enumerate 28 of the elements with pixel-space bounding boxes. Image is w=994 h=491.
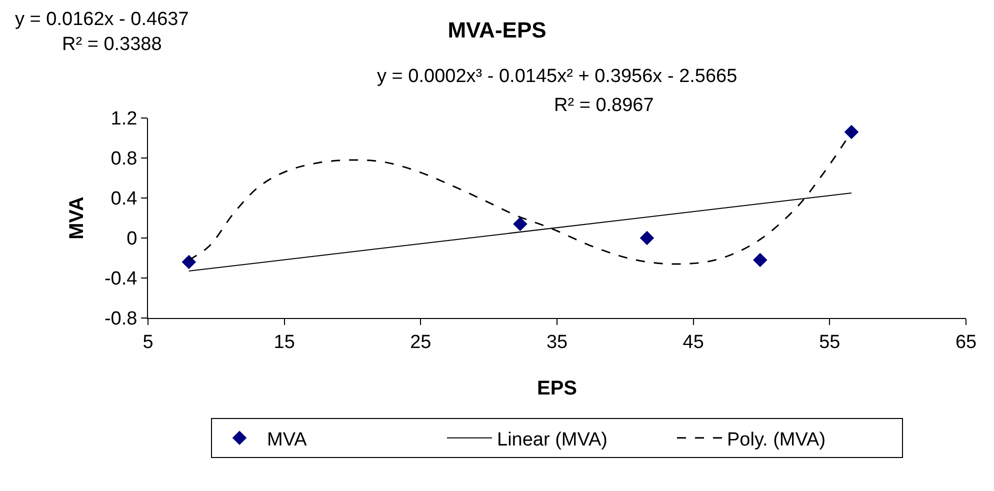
legend-label: Poly. (MVA) <box>727 429 826 450</box>
y-tick-label: 0.8 <box>110 148 138 170</box>
y-tick-label: -0.8 <box>104 308 138 330</box>
point <box>182 254 196 270</box>
y-axis-title: MVA <box>66 196 88 240</box>
y-tick-label: 1.2 <box>110 108 138 130</box>
text: y = 0.0162x - 0.4637 <box>15 9 189 30</box>
x-tick-label: 45 <box>682 332 704 353</box>
x-tick-label: 65 <box>955 332 977 353</box>
point <box>844 124 859 140</box>
point <box>513 216 528 232</box>
point <box>752 252 768 268</box>
point <box>640 230 654 246</box>
text: R² = 0.3388 <box>62 34 162 55</box>
y-tick-label: -0.4 <box>104 268 138 290</box>
x-axis-title: EPS <box>536 377 578 400</box>
x-tick-label: 55 <box>819 332 840 353</box>
text: R² = 0.8967 <box>554 95 654 116</box>
legend-label: MVA <box>267 429 308 450</box>
x-tick-label: 35 <box>546 332 568 353</box>
x-tick-label: 5 <box>142 332 154 353</box>
legend-label: Linear (MVA) <box>497 429 608 450</box>
x-tick-label: 15 <box>274 332 295 353</box>
x-tick-label: 25 <box>410 332 432 353</box>
text: y = 0.0002x³ - 0.0145x² + 0.3956x - 2.5665 <box>377 66 738 87</box>
y-tick-label: 0 <box>126 228 138 250</box>
chart-title: MVA-EPS <box>448 17 546 42</box>
y-tick-label: 0.4 <box>110 188 138 210</box>
